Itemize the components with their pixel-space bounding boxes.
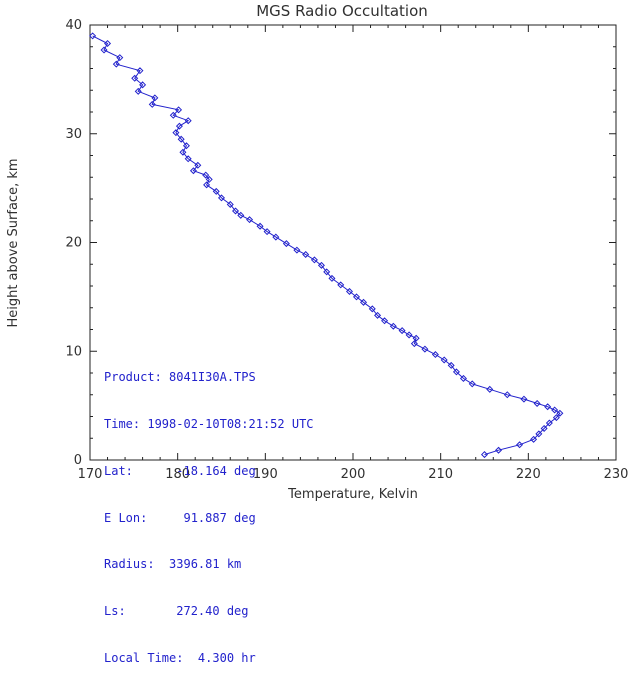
temperature-profile-line [92, 35, 561, 456]
annotation-line-time: Time: 1998-02-10T08:21:52 UTC [104, 416, 314, 431]
diamond-markers [89, 32, 564, 459]
x-tick-label: 210 [428, 467, 453, 482]
annotation-line-product: Product: 8041I30A.TPS [104, 370, 256, 385]
y-tick-label: 0 [74, 453, 82, 468]
chart-title: MGS Radio Occultation [256, 2, 428, 20]
annotation-line-elon: E Lon: 91.887 deg [104, 510, 256, 525]
y-tick-label: 30 [65, 127, 82, 142]
chart-canvas: MGS Radio Occultation Temperature, Kelvi… [6, 2, 628, 502]
annotation-block: Product: 8041I30A.TPS Time: 1998-02-10T0… [104, 339, 314, 698]
annotation-line-ls: Ls: 272.40 deg [104, 604, 249, 619]
y-axis-label: Height above Surface, km [6, 158, 21, 327]
y-tick-label: 40 [65, 18, 82, 33]
y-tick-label: 10 [65, 344, 82, 359]
annotation-line-lat: Lat: -18.164 deg [104, 463, 256, 478]
annotation-line-localtime: Local Time: 4.300 hr [104, 650, 256, 665]
plot-area: 170 180 190 200 210 220 230 0 10 20 30 40 [65, 18, 628, 482]
x-tick-label: 190 [253, 467, 278, 482]
x-tick-label: 180 [165, 467, 190, 482]
plot-figure: MGS Radio Occultation Temperature, Kelvi… [6, 2, 628, 665]
x-tick-label: 170 [78, 467, 103, 482]
y-tick-label: 20 [65, 236, 82, 251]
x-tick-label: 220 [516, 467, 541, 482]
x-tick-label: 200 [341, 467, 366, 482]
x-axis-label: Temperature, Kelvin [287, 487, 418, 502]
x-tick-label: 230 [604, 467, 629, 482]
annotation-line-radius: Radius: 3396.81 km [104, 557, 242, 572]
